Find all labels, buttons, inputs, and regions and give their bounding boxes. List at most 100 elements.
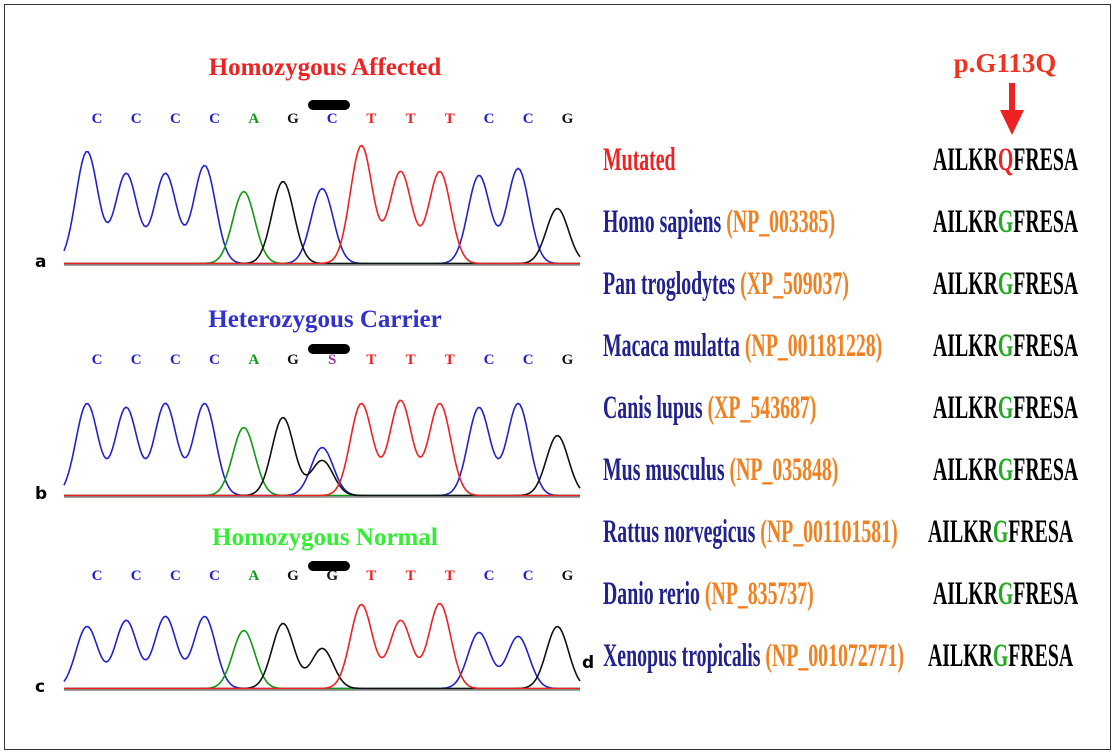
sequence: AILKRGFRESA: [933, 327, 1078, 363]
accession: (NP_835737): [705, 575, 814, 611]
mutation-label: p.G113Q: [954, 48, 1057, 78]
residue: G: [998, 327, 1013, 363]
space: [725, 451, 730, 487]
panel-label: d: [582, 653, 594, 673]
sequence: AILKRQFRESA: [933, 141, 1078, 177]
panel-label: b: [35, 484, 47, 504]
species: Homo sapiens (NP_003385): [603, 203, 835, 239]
base-call: C: [523, 568, 534, 584]
base-call: T: [445, 111, 455, 127]
species-name: Mus musculus: [603, 451, 725, 487]
arrow-head: [1000, 110, 1024, 135]
sequence-text: AILKRQFRESA: [933, 141, 1078, 177]
base-call: G: [562, 111, 574, 127]
residue: G: [998, 575, 1013, 611]
seq-end: FRESA: [1013, 451, 1078, 487]
seq-end: FRESA: [1013, 141, 1078, 177]
row: Mus musculus (NP_035848): [603, 451, 838, 487]
species-name: Pan troglodytes: [603, 265, 735, 301]
seq-start: AILKR: [933, 575, 998, 611]
seq-start: AILKR: [933, 451, 998, 487]
sequence: AILKRGFRESA: [933, 265, 1078, 301]
species-name: Rattus norvegicus: [603, 513, 755, 549]
accession: (NP_001072771): [765, 637, 904, 673]
panel-title: Homozygous Affected: [209, 54, 442, 81]
seq-start: AILKR: [933, 389, 998, 425]
accession: (XP_509037): [740, 265, 849, 301]
base-call: G: [287, 111, 299, 127]
accession: (XP_543687): [708, 389, 817, 425]
species-name: Macaca mulatta: [603, 327, 740, 363]
base-call: T: [445, 568, 455, 584]
accession: (NP_001101581): [760, 513, 897, 549]
species-name: Danio rerio: [603, 575, 700, 611]
base-call: S: [328, 352, 336, 368]
panel-label: c: [35, 677, 45, 697]
base-call: C: [131, 111, 142, 127]
sequence: AILKRGFRESA: [933, 389, 1078, 425]
trace: [64, 403, 580, 495]
base-call: A: [248, 568, 259, 584]
base-call: C: [170, 352, 181, 368]
base-call: C: [209, 352, 220, 368]
residue: Q: [998, 141, 1013, 177]
trace: [64, 192, 580, 264]
base-call: G: [287, 568, 299, 584]
space: [740, 327, 745, 363]
base-call: C: [131, 352, 142, 368]
base-call: C: [170, 568, 181, 584]
base-call: T: [406, 352, 416, 368]
sequence-text: AILKRGFRESA: [933, 451, 1078, 487]
trace: [64, 631, 580, 689]
highlight-bar: [308, 100, 350, 110]
space: [755, 513, 760, 549]
row: Danio rerio (NP_835737): [603, 575, 814, 611]
species: Danio rerio (NP_835737): [603, 575, 814, 611]
base-call: C: [484, 568, 495, 584]
base-call: T: [406, 568, 416, 584]
species: Canis lupus (XP_543687): [603, 389, 816, 425]
sequence: AILKRGFRESA: [928, 513, 1073, 549]
seq-end: FRESA: [1013, 265, 1078, 301]
accession: (NP_001181228): [745, 327, 882, 363]
seq-start: AILKR: [928, 637, 993, 673]
seq-start: AILKR: [933, 327, 998, 363]
row: Mutated: [603, 141, 676, 177]
row: Rattus norvegicus (NP_001101581): [603, 513, 898, 549]
base-call: T: [366, 352, 376, 368]
chromatograms: Homozygous Affected a C C C C A G C T T T C C G Heteroz…: [35, 54, 580, 697]
base-call: C: [131, 568, 142, 584]
seq-end: FRESA: [1008, 637, 1073, 673]
base-call: C: [92, 111, 103, 127]
sequence-text: AILKRGFRESA: [933, 575, 1078, 611]
base-call: A: [248, 352, 259, 368]
base-call: C: [523, 111, 534, 127]
trace: [64, 152, 580, 264]
sequence-text: AILKRGFRESA: [933, 389, 1078, 425]
species: Pan troglodytes (XP_509037): [603, 265, 849, 301]
seq-start: AILKR: [928, 513, 993, 549]
sequence-text: AILKRGFRESA: [928, 513, 1073, 549]
base-call: C: [484, 111, 495, 127]
trace: [64, 603, 580, 688]
seq-end: FRESA: [1013, 575, 1078, 611]
seq-end: FRESA: [1013, 389, 1078, 425]
trace: [64, 146, 580, 264]
residue: G: [998, 389, 1013, 425]
row: Xenopus tropicalis (NP_001072771): [603, 637, 904, 673]
species-name: Homo sapiens: [603, 203, 721, 239]
panel-label: a: [35, 252, 46, 272]
figure: Homozygous Affected a C C C C A G C T T T C C G Heteroz…: [0, 0, 1116, 755]
row: Canis lupus (XP_543687): [603, 389, 816, 425]
base-call: C: [209, 568, 220, 584]
accession: (NP_003385): [726, 203, 835, 239]
base-call: T: [445, 352, 455, 368]
seq-end: FRESA: [1013, 203, 1078, 239]
panel-title: Heterozygous Carrier: [208, 306, 441, 333]
species: Mus musculus (NP_035848): [603, 451, 838, 487]
residue: G: [998, 203, 1013, 239]
trace: [64, 428, 580, 496]
row: Homo sapiens (NP_003385): [603, 203, 835, 239]
residue: G: [998, 451, 1013, 487]
